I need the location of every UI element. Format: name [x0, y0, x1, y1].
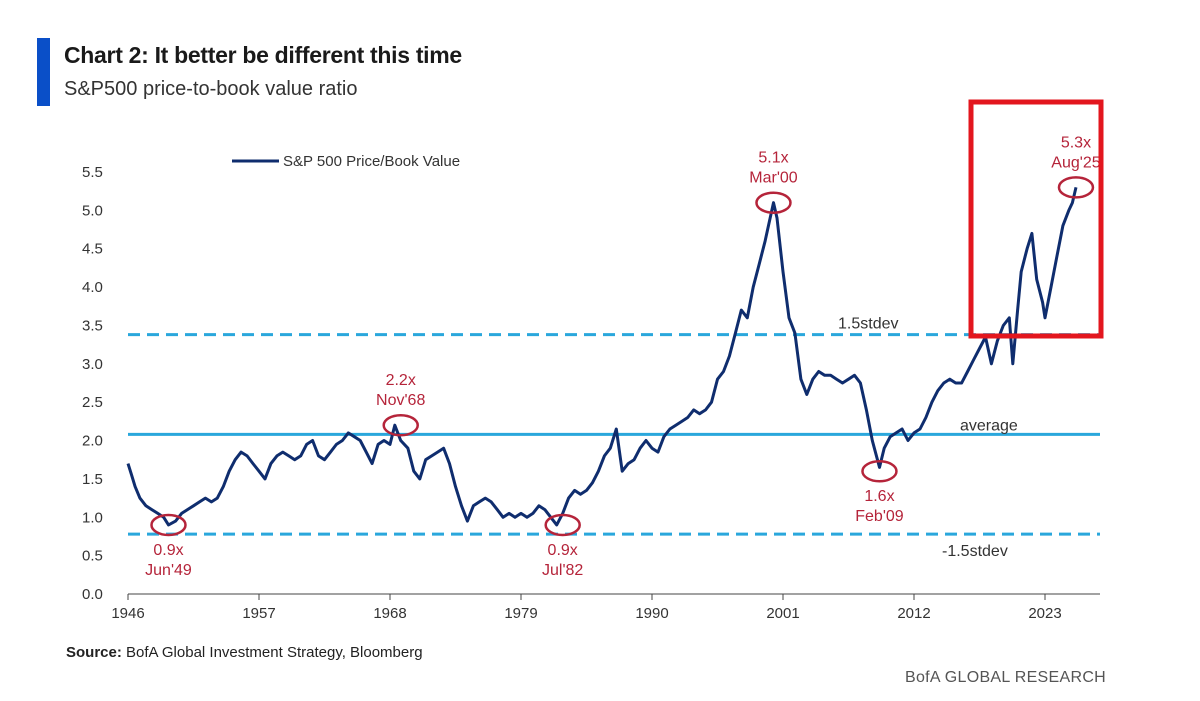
annotation-date: Jul'82	[542, 562, 583, 579]
chart-title: Chart 2: It better be different this tim…	[64, 42, 462, 68]
annotation-circle	[150, 513, 187, 537]
y-tick-label: 4.0	[82, 279, 103, 296]
chart-subtitle: S&P500 price-to-book value ratio	[64, 78, 358, 100]
y-tick-label: 1.0	[82, 509, 103, 526]
annotation-value: 5.3x	[1061, 134, 1091, 151]
annotation-date: Jun'49	[145, 562, 192, 579]
x-tick-label: 1968	[373, 605, 406, 622]
annotation-value: 5.1x	[758, 150, 788, 167]
x-tick-label: 2023	[1028, 605, 1061, 622]
reference-label: 1.5stdev	[838, 316, 898, 333]
x-tick-label: 1946	[111, 605, 144, 622]
annotation-date: Aug'25	[1051, 154, 1100, 171]
y-tick-label: 0.0	[82, 586, 103, 603]
annotation-value: 0.9x	[548, 542, 578, 559]
x-tick-label: 1979	[504, 605, 537, 622]
x-tick-label: 2012	[897, 605, 930, 622]
series-layer	[126, 186, 1078, 527]
source-text: BofA Global Investment Strategy, Bloombe…	[126, 644, 423, 661]
title-accent-bar	[37, 38, 50, 106]
reference-label: -1.5stdev	[942, 543, 1008, 560]
annotation-circle	[544, 513, 581, 537]
y-tick-label: 3.0	[82, 356, 103, 373]
y-tick-label: 5.0	[82, 202, 103, 219]
y-tick-label: 5.5	[82, 164, 103, 181]
annotation-value: 1.6x	[864, 488, 894, 505]
source-note: Source: BofA Global Investment Strategy,…	[66, 644, 423, 661]
reference-label: average	[960, 417, 1018, 434]
annotations: 0.9x Jun'49 2.2x Nov'68 0.9x Jul'82 5.1x Mar'00…	[145, 134, 1101, 579]
legend: S&P 500 Price/Book Value	[232, 153, 460, 170]
annotation-circle	[755, 191, 792, 214]
highlight-rectangle	[968, 99, 1104, 339]
annotation-circle	[861, 459, 898, 483]
y-tick-label: 1.5	[82, 471, 103, 488]
y-tick-label: 0.5	[82, 548, 103, 565]
annotation-date: Mar'00	[749, 170, 798, 187]
y-tick-label: 4.5	[82, 241, 103, 258]
y-tick-label: 2.5	[82, 394, 103, 411]
annotation-date: Nov'68	[376, 392, 425, 409]
legend-label: S&P 500 Price/Book Value	[283, 153, 460, 170]
series-line-pb	[126, 186, 1078, 527]
x-tick-label: 1957	[242, 605, 275, 622]
y-tick-label: 2.0	[82, 433, 103, 450]
annotation-value: 2.2x	[386, 372, 416, 389]
source-label: Source:	[66, 644, 122, 661]
annotation-date: Feb'09	[855, 508, 904, 525]
axes: 1946 1957 1968 1979 1990 2001 2012 2023 0.0 0.5 1.…	[82, 164, 1100, 622]
annotation-value: 0.9x	[153, 542, 183, 559]
x-tick-label: 2001	[766, 605, 799, 622]
annotation-circle	[382, 413, 419, 437]
annotation-circle	[1057, 176, 1095, 199]
y-tick-label: 3.5	[82, 317, 103, 334]
x-tick-label: 1990	[635, 605, 668, 622]
highlight-box	[968, 99, 1104, 339]
brand-footer: BofA GLOBAL RESEARCH	[905, 669, 1107, 686]
